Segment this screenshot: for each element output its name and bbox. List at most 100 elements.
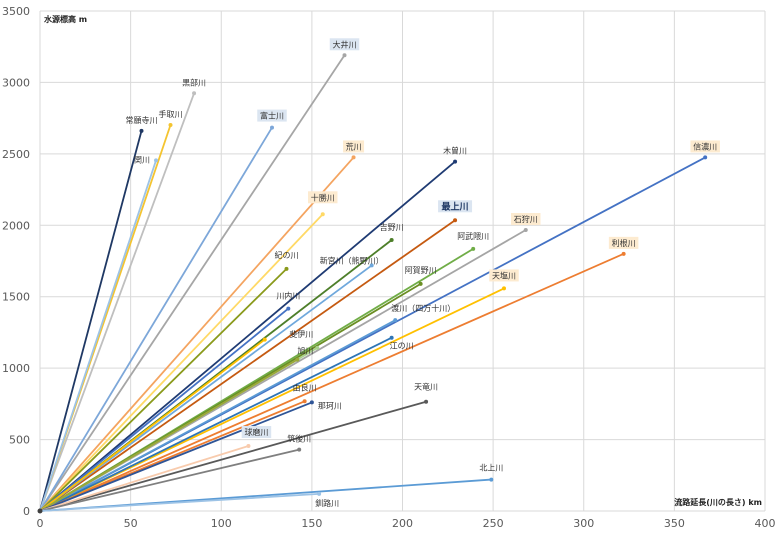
series-line [39, 130, 143, 512]
x-tick-label: 150 [301, 517, 322, 530]
x-tick-label: 250 [483, 517, 504, 530]
series-point [309, 400, 314, 405]
series-point [471, 246, 476, 251]
series-point [139, 128, 144, 133]
series-point [351, 155, 356, 160]
series-line [39, 156, 355, 512]
data-label: 吉野川 [380, 223, 404, 232]
series-line [39, 448, 300, 512]
origin-point [37, 508, 43, 514]
series-line [39, 54, 346, 512]
y-tick-label: 500 [9, 434, 30, 447]
data-label: 旭川 [297, 346, 313, 356]
data-label: 利根川 [612, 238, 636, 248]
data-label: 最上川 [442, 200, 469, 212]
series-point [523, 228, 528, 232]
series-point [389, 335, 394, 340]
series-layer [37, 53, 708, 514]
series-point [342, 53, 347, 58]
data-label: 阿武隈川 [457, 231, 489, 241]
data-label-highlight [690, 140, 720, 153]
data-label: 斐伊川 [289, 329, 313, 339]
series-line [39, 319, 396, 512]
data-label: 富士川 [260, 111, 284, 121]
data-label: 荒川 [346, 141, 362, 151]
data-label: 球磨川 [244, 427, 268, 437]
data-label: 阿賀野川 [405, 265, 437, 275]
series-line [39, 92, 195, 512]
series-point [286, 306, 291, 311]
series-point [621, 251, 626, 256]
data-label: 十勝川 [311, 192, 335, 202]
series-line [39, 160, 456, 512]
series-point [389, 238, 394, 242]
grid [39, 10, 766, 512]
series-point [453, 159, 458, 164]
data-label: 天竜川 [414, 382, 438, 392]
series-line [39, 287, 505, 512]
series-point [284, 266, 289, 271]
series-line [39, 219, 456, 512]
x-tick-label: 350 [664, 517, 685, 530]
data-label: 大井川 [333, 39, 357, 49]
data-label: 関川 [134, 155, 150, 164]
data-label-highlight [329, 38, 360, 51]
y-tick-label: 2000 [2, 219, 30, 232]
series-point [489, 477, 494, 482]
data-label: 渡川（四万十川） [391, 303, 455, 313]
series-point [418, 281, 423, 286]
x-tick-label: 50 [124, 517, 138, 530]
y-tick-label: 1000 [2, 362, 30, 375]
series-line [39, 492, 320, 512]
data-label: 江の川 [390, 342, 414, 351]
series-point [424, 399, 429, 404]
y-tick-label: 3000 [2, 76, 30, 89]
data-label: 紀の川 [275, 250, 299, 260]
series-point [393, 318, 398, 323]
data-label-highlight [489, 269, 519, 282]
x-tick-label: 400 [755, 517, 776, 530]
series-point [297, 447, 302, 452]
series-point [262, 337, 267, 342]
series-line [39, 127, 273, 512]
x-tick-label: 0 [37, 517, 44, 530]
series-line [39, 445, 249, 512]
data-label: 手取川 [159, 109, 183, 119]
series-point [315, 345, 320, 350]
data-label: 石狩川 [514, 214, 538, 224]
data-label-highlight [308, 191, 338, 204]
y-tick-label: 0 [23, 505, 30, 518]
series-point [320, 212, 325, 217]
data-label: 天塩川 [492, 270, 516, 280]
data-label: 信濃川 [693, 141, 717, 151]
series-point [502, 286, 506, 291]
series-line [39, 213, 324, 512]
y-tick-label: 3500 [2, 5, 30, 18]
x-tick-label: 200 [392, 517, 413, 530]
data-label: 那珂川 [318, 401, 342, 410]
series-point [270, 125, 274, 130]
data-label: 由良川 [293, 382, 317, 392]
data-label: 新宮川（熊野川） [320, 255, 384, 265]
series-point [154, 158, 158, 163]
series-point [246, 444, 251, 448]
tick-labels: 0 50 100 150 200 250 300 350 400 0 500 1000 1500 2000… [2, 5, 776, 530]
data-label-highlight [241, 426, 272, 438]
y-tick-label: 2500 [2, 148, 30, 161]
data-label: 釧路川 [315, 498, 339, 508]
series-point [317, 491, 322, 496]
series-line [39, 253, 624, 512]
series-line [39, 160, 157, 512]
data-label: 筑後川 [287, 434, 311, 444]
series-line [39, 358, 298, 512]
series-line [39, 268, 288, 512]
y-tick-label: 1500 [2, 291, 30, 304]
data-label: 常願寺川 [126, 116, 158, 125]
series-point [703, 155, 708, 160]
series-line [39, 307, 289, 512]
series-point [302, 399, 307, 404]
data-label: 黒部川 [182, 77, 206, 87]
series-line [39, 400, 427, 512]
